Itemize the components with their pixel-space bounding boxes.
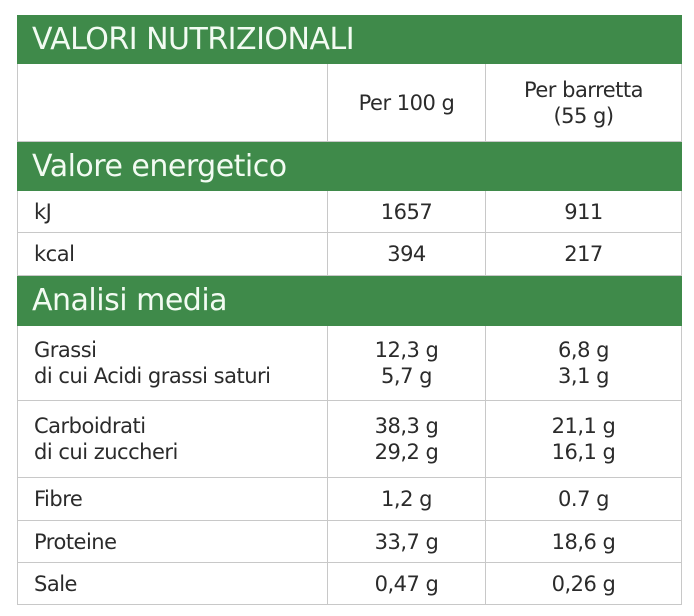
value-per-100g: 33,7 g bbox=[327, 520, 486, 563]
value-sub: 29,2 g bbox=[374, 440, 439, 464]
table-row: kcal 394 217 bbox=[17, 232, 682, 276]
value-per-bar: 217 bbox=[485, 232, 682, 276]
row-label: Sale bbox=[17, 562, 328, 605]
value-sub: 5,7 g bbox=[381, 364, 432, 388]
table-row: kJ 1657 911 bbox=[17, 190, 682, 233]
section-title: Valore energetico bbox=[17, 141, 682, 191]
label-main: Carboidrati bbox=[34, 414, 146, 438]
row-label: kJ bbox=[17, 190, 328, 233]
value-per-100g: 0,47 g bbox=[327, 562, 486, 605]
header-per-bar-line2: (55 g) bbox=[553, 103, 614, 128]
label-sub: di cui zuccheri bbox=[34, 440, 178, 464]
column-header-row: Per 100 g Per barretta (55 g) bbox=[17, 63, 682, 142]
section-analysis: Analisi media bbox=[17, 275, 682, 326]
value-per-100g: 12,3 g 5,7 g bbox=[327, 325, 486, 401]
value-main: 38,3 g bbox=[374, 414, 439, 438]
header-per-bar-line1: Per barretta bbox=[523, 77, 644, 102]
value-per-bar: 0,26 g bbox=[485, 562, 682, 605]
section-title: Analisi media bbox=[17, 275, 682, 326]
table-title: VALORI NUTRIZIONALI bbox=[17, 15, 682, 64]
table-title-row: VALORI NUTRIZIONALI bbox=[17, 15, 682, 64]
row-label: Carboidrati di cui zuccheri bbox=[17, 400, 328, 478]
row-label: Proteine bbox=[17, 520, 328, 563]
header-per-bar: Per barretta (55 g) bbox=[485, 63, 682, 142]
value-main: 6,8 g bbox=[558, 338, 609, 362]
label-main: Grassi bbox=[34, 338, 97, 362]
value-per-100g: 394 bbox=[327, 232, 486, 276]
value-per-bar: 21,1 g 16,1 g bbox=[485, 400, 682, 478]
value-per-100g: 1657 bbox=[327, 190, 486, 233]
empty-header-cell bbox=[17, 63, 328, 142]
row-label: Fibre bbox=[17, 477, 328, 521]
value-per-100g: 1,2 g bbox=[327, 477, 486, 521]
value-sub: 3,1 g bbox=[558, 364, 609, 388]
nutrition-table: VALORI NUTRIZIONALI Per 100 g Per barret… bbox=[17, 15, 682, 605]
table-row: Fibre 1,2 g 0.7 g bbox=[17, 477, 682, 521]
label-sub: di cui Acidi grassi saturi bbox=[34, 364, 271, 388]
value-main: 21,1 g bbox=[551, 414, 616, 438]
table-row: Carboidrati di cui zuccheri 38,3 g 29,2 g … bbox=[17, 400, 682, 478]
section-energy: Valore energetico bbox=[17, 141, 682, 191]
table-row: Proteine 33,7 g 18,6 g bbox=[17, 520, 682, 563]
table-row: Sale 0,47 g 0,26 g bbox=[17, 562, 682, 605]
value-main: 12,3 g bbox=[374, 338, 439, 362]
value-per-bar: 0.7 g bbox=[485, 477, 682, 521]
value-per-bar: 911 bbox=[485, 190, 682, 233]
row-label: Grassi di cui Acidi grassi saturi bbox=[17, 325, 328, 401]
value-per-bar: 6,8 g 3,1 g bbox=[485, 325, 682, 401]
value-per-bar: 18,6 g bbox=[485, 520, 682, 563]
row-label: kcal bbox=[17, 232, 328, 276]
value-per-100g: 38,3 g 29,2 g bbox=[327, 400, 486, 478]
value-sub: 16,1 g bbox=[551, 440, 616, 464]
header-per-100g: Per 100 g bbox=[327, 63, 486, 142]
